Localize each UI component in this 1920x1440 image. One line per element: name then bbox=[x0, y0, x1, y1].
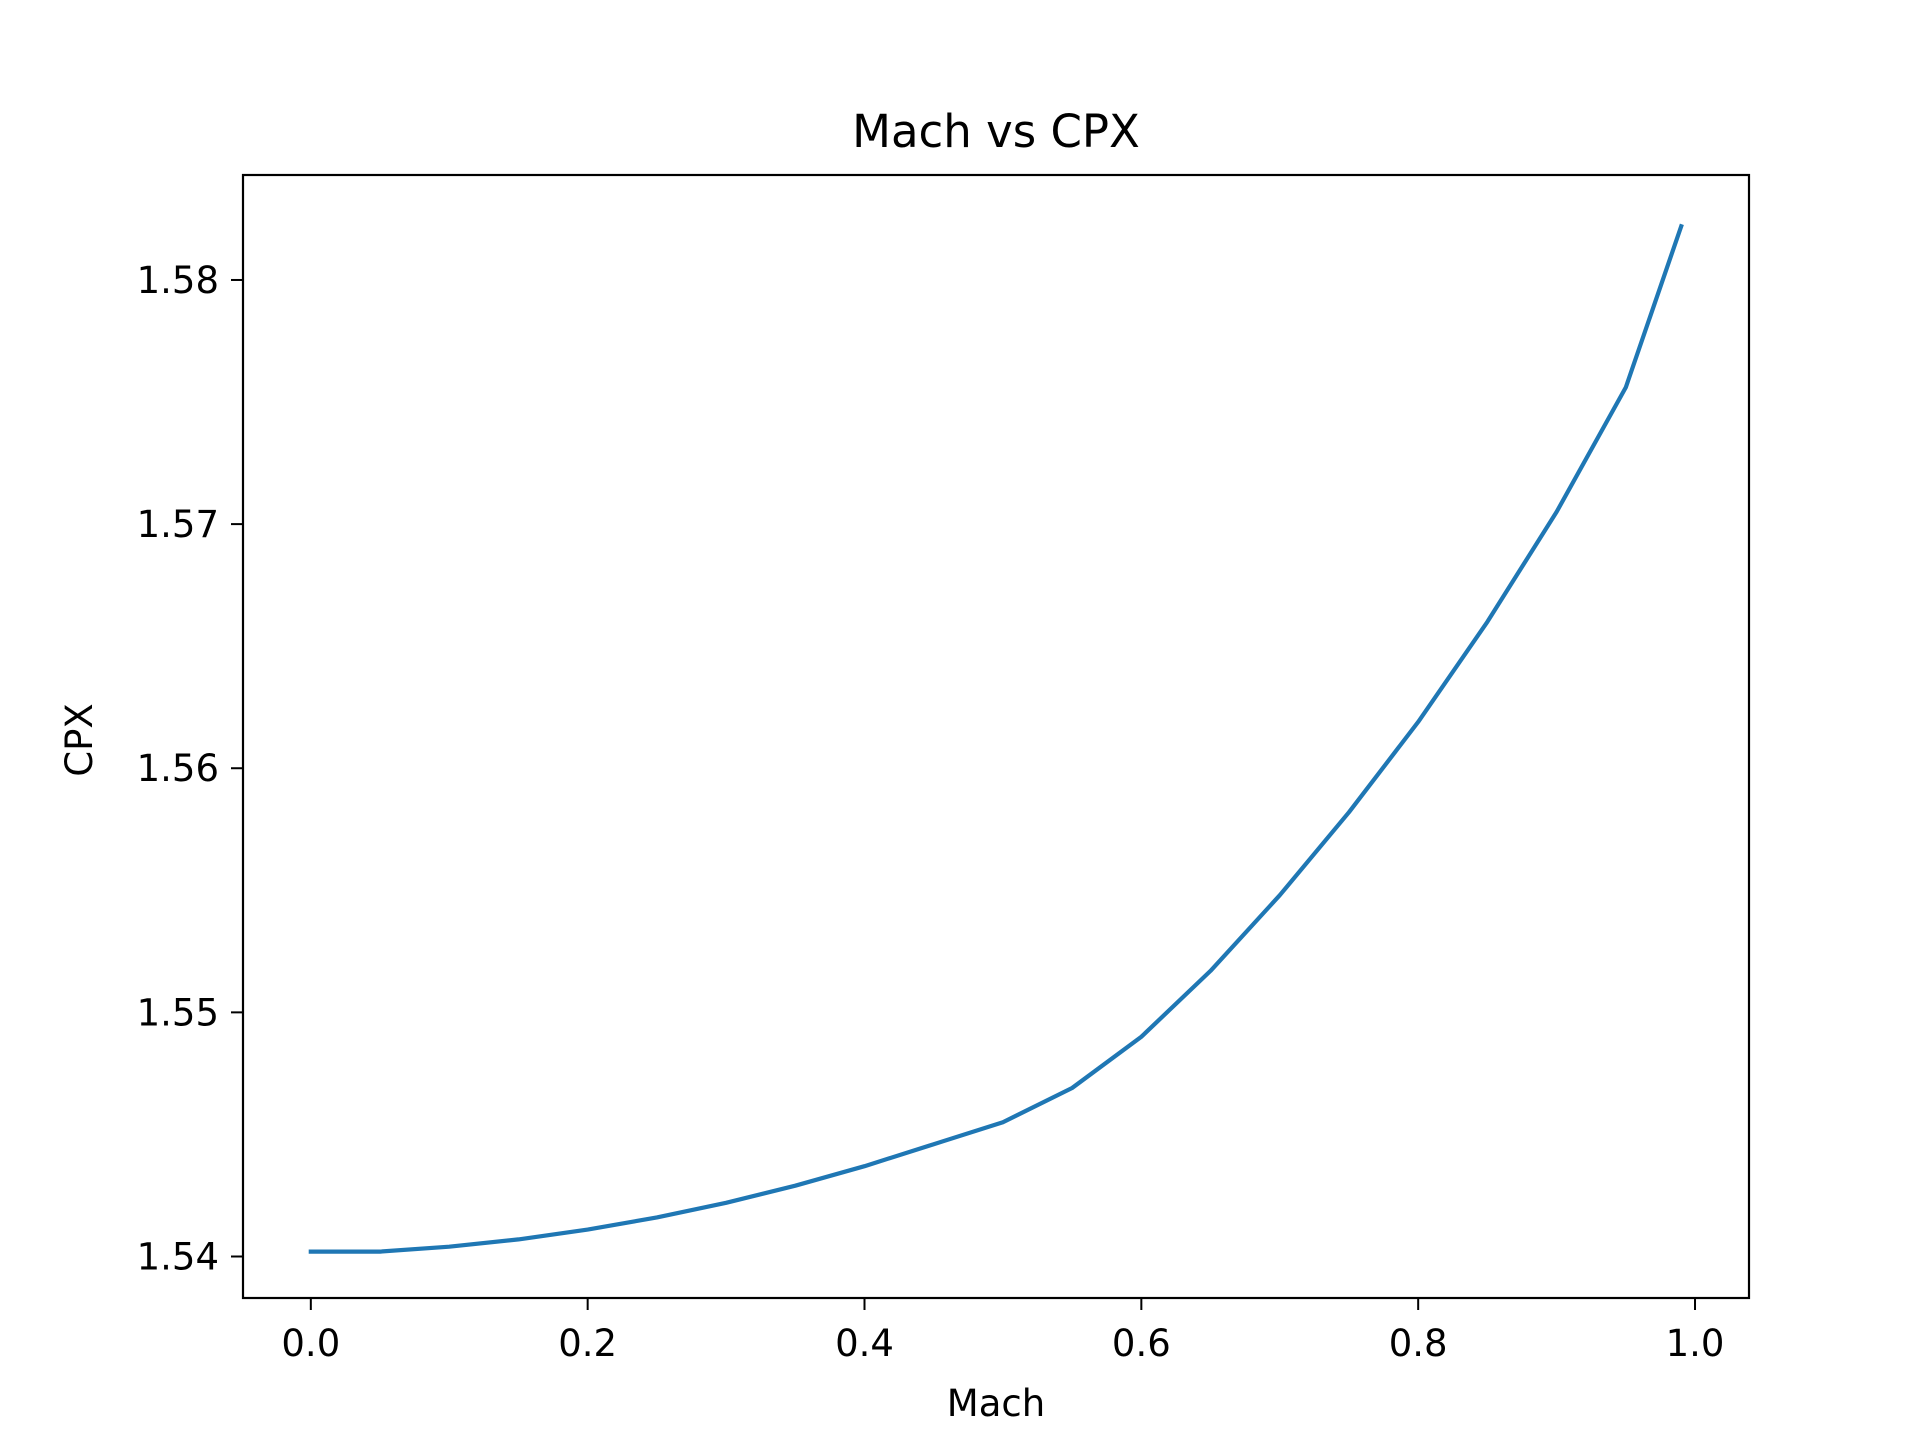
plot-frame bbox=[241, 173, 1751, 1300]
y-axis: 1.54 1.55 1.56 1.57 1.58 bbox=[137, 259, 243, 1278]
x-axis-label: Mach bbox=[947, 1382, 1045, 1425]
chart-title: Mach vs CPX bbox=[852, 105, 1140, 158]
x-tick-label: 1.0 bbox=[1666, 1322, 1725, 1365]
y-tick-label: 1.54 bbox=[137, 1235, 219, 1278]
series-line bbox=[308, 223, 1684, 1254]
x-tick-label: 0.2 bbox=[558, 1322, 617, 1365]
x-tick-label: 0.4 bbox=[835, 1322, 894, 1365]
x-axis: 0.0 0.2 0.4 0.6 0.8 1.0 bbox=[281, 1298, 1724, 1365]
y-tick-label: 1.56 bbox=[137, 747, 219, 790]
x-tick-label: 0.0 bbox=[281, 1322, 340, 1365]
plot-area bbox=[308, 223, 1684, 1254]
x-tick-label: 0.6 bbox=[1112, 1322, 1171, 1365]
x-tick-label: 0.8 bbox=[1389, 1322, 1448, 1365]
y-tick-label: 1.57 bbox=[137, 503, 219, 546]
y-tick-label: 1.55 bbox=[137, 991, 219, 1034]
y-tick-label: 1.58 bbox=[137, 259, 219, 302]
y-axis-label: CPX bbox=[58, 703, 101, 777]
